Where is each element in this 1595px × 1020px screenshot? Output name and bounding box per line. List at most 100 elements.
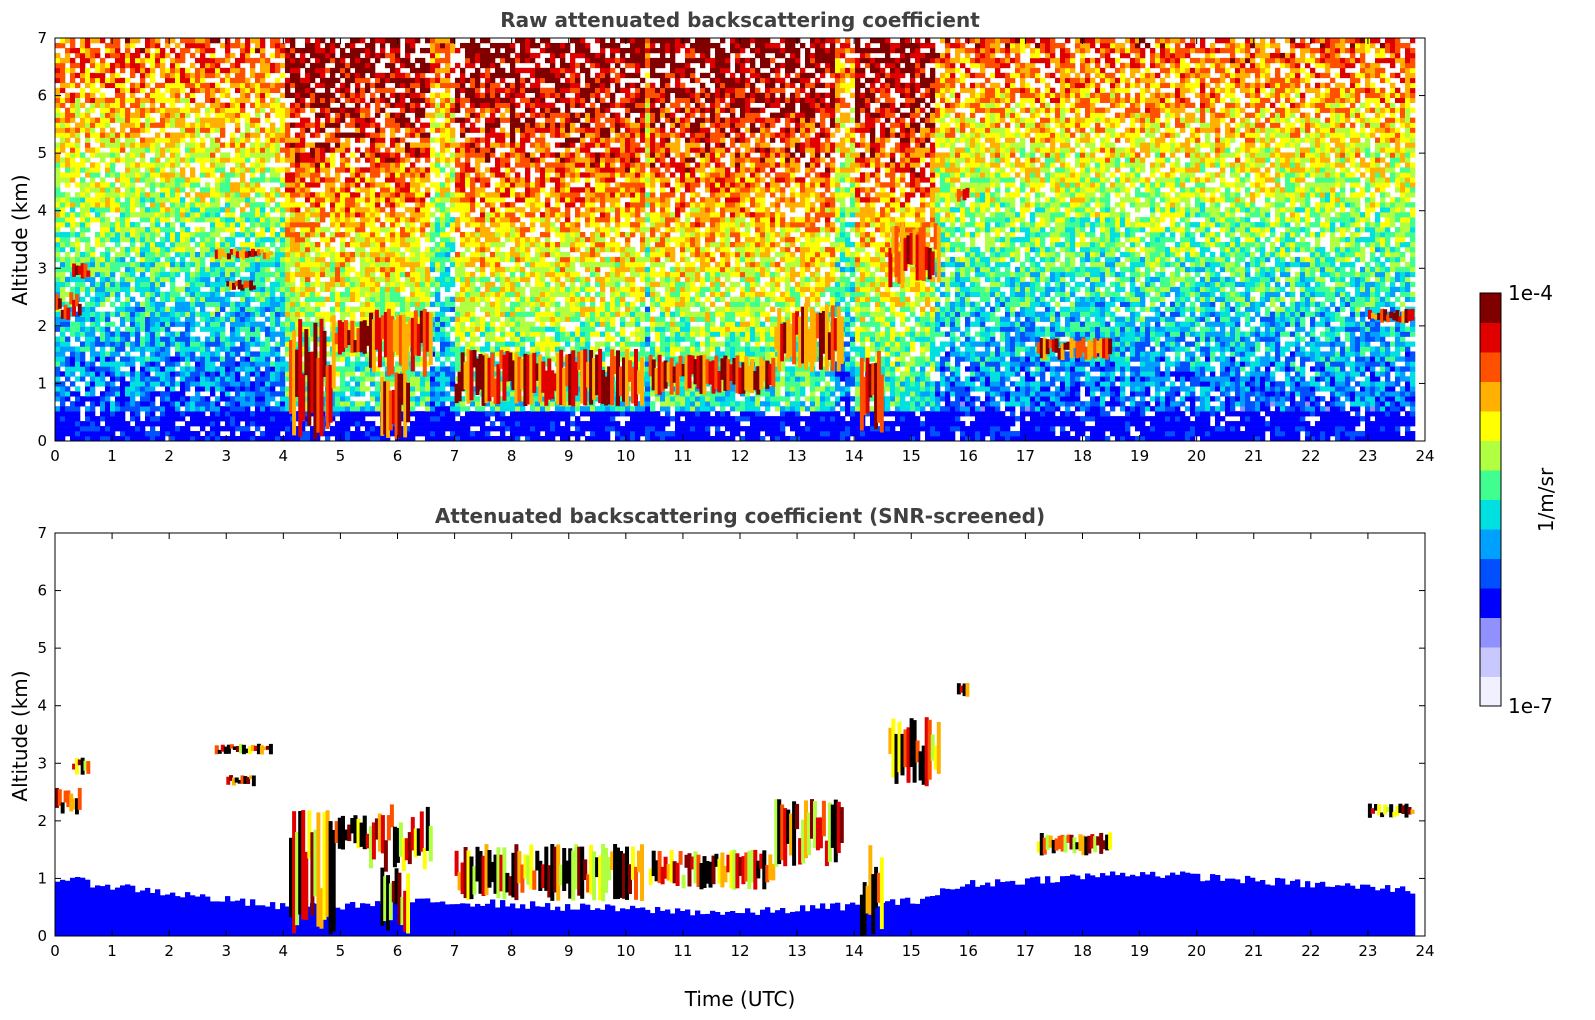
- heatmap-cell: [205, 291, 211, 298]
- heatmap-cell: [215, 177, 221, 183]
- heatmap-cell: [295, 172, 301, 178]
- heatmap-cell: [235, 42, 241, 49]
- heatmap-cell: [165, 187, 171, 193]
- heatmap-cell: [385, 77, 391, 84]
- heatmap-cell: [95, 326, 101, 332]
- heatmap-cell: [395, 187, 401, 193]
- heatmap-cell: [135, 341, 141, 347]
- heatmap-cell: [300, 172, 306, 178]
- heatmap-cell: [225, 296, 231, 302]
- heatmap-cell: [75, 212, 81, 218]
- heatmap-cell: [95, 421, 101, 427]
- heatmap-cell: [135, 416, 141, 422]
- heatmap-cell: [395, 92, 401, 99]
- heatmap-cell: [170, 187, 176, 193]
- heatmap-cell: [90, 38, 96, 44]
- heatmap-cell: [195, 42, 201, 49]
- heatmap-cell: [325, 167, 331, 173]
- heatmap-cell: [140, 197, 146, 203]
- heatmap-cell: [415, 182, 421, 188]
- heatmap-cell: [105, 401, 111, 407]
- heatmap-cell: [345, 202, 351, 208]
- heatmap-cell: [70, 351, 76, 357]
- heatmap-cell: [180, 38, 186, 44]
- heatmap-cell: [360, 241, 366, 248]
- heatmap-cell: [170, 162, 176, 168]
- heatmap-cell: [280, 421, 286, 427]
- heatmap-cell: [345, 147, 351, 153]
- heatmap-cell: [90, 296, 96, 302]
- heatmap-cell: [430, 416, 436, 422]
- heatmap-cell: [85, 47, 91, 54]
- heatmap-cell: [320, 251, 326, 258]
- heatmap-cell: [115, 38, 121, 44]
- heatmap-cell: [145, 47, 151, 54]
- heatmap-cell: [410, 107, 416, 113]
- heatmap-cell: [290, 157, 296, 163]
- heatmap-cell: [425, 212, 431, 218]
- heatmap-cell: [265, 296, 271, 302]
- heatmap-cell: [115, 426, 121, 432]
- heatmap-cell: [360, 431, 366, 437]
- heatmap-cell: [350, 391, 356, 397]
- heatmap-cell: [65, 217, 71, 223]
- heatmap-cell: [290, 246, 296, 253]
- heatmap-cell: [425, 386, 431, 392]
- heatmap-cell: [165, 122, 171, 128]
- heatmap-cell: [85, 411, 91, 417]
- heatmap-cell: [160, 147, 166, 153]
- heatmap-cell: [110, 167, 116, 173]
- heatmap-cell: [380, 246, 386, 253]
- heatmap-cell: [205, 266, 211, 273]
- heatmap-cell: [110, 47, 116, 54]
- heatmap-cell: [225, 316, 231, 322]
- heatmap-cell: [145, 122, 151, 128]
- heatmap-cell: [325, 77, 331, 84]
- heatmap-cell: [130, 286, 136, 293]
- heatmap-cell: [305, 87, 311, 94]
- heatmap-cell: [185, 162, 191, 168]
- heatmap-cell: [75, 52, 81, 59]
- heatmap-cell: [85, 241, 91, 248]
- heatmap-cell: [265, 237, 271, 243]
- heatmap-cell: [190, 232, 196, 238]
- heatmap-cell: [295, 266, 301, 273]
- heatmap-cell: [265, 371, 271, 377]
- heatmap-cell: [295, 192, 301, 198]
- heatmap-cell: [265, 217, 271, 223]
- heatmap-cell: [185, 102, 191, 108]
- heatmap-cell: [240, 52, 246, 59]
- heatmap-cell: [75, 401, 81, 407]
- heatmap-cell: [390, 431, 396, 437]
- heatmap-cell: [210, 38, 216, 44]
- heatmap-cell: [160, 212, 166, 218]
- heatmap-cell: [335, 197, 341, 203]
- heatmap-cell: [410, 237, 416, 243]
- heatmap-cell: [360, 361, 366, 367]
- heatmap-cell: [380, 301, 386, 307]
- heatmap-cell: [335, 77, 341, 84]
- heatmap-cell: [75, 346, 81, 352]
- heatmap-cell: [255, 122, 261, 128]
- heatmap-cell: [395, 241, 401, 248]
- heatmap-cell: [230, 336, 236, 342]
- heatmap-cell: [195, 112, 201, 118]
- heatmap-cell: [135, 326, 141, 332]
- heatmap-cell: [300, 167, 306, 173]
- heatmap-cell: [60, 386, 66, 392]
- heatmap-cell: [300, 306, 306, 312]
- heatmap-cell: [290, 301, 296, 307]
- heatmap-cell: [220, 241, 226, 248]
- heatmap-cell: [325, 266, 331, 273]
- heatmap-cell: [55, 87, 61, 94]
- heatmap-cell: [65, 177, 71, 183]
- heatmap-cell: [255, 47, 261, 54]
- heatmap-cell: [90, 72, 96, 79]
- heatmap-cell: [110, 356, 116, 362]
- heatmap-cell: [145, 431, 151, 437]
- heatmap-cell: [365, 311, 371, 317]
- heatmap-cell: [375, 52, 381, 59]
- heatmap-cell: [255, 371, 261, 377]
- heatmap-cell: [245, 127, 251, 133]
- heatmap-cell: [415, 356, 421, 362]
